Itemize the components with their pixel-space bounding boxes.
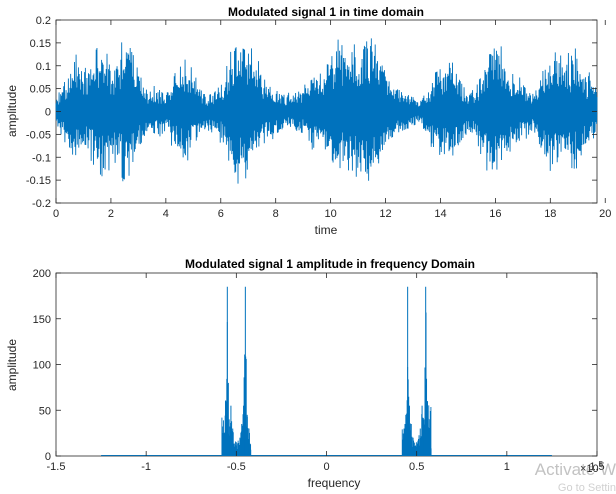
spectrum-bands xyxy=(221,312,432,456)
x-tick-label: 1 xyxy=(504,461,510,473)
chart1-ylabel: amplitude xyxy=(5,85,19,137)
y-tick-label: 100 xyxy=(33,360,51,372)
x-tick-label: 16 xyxy=(489,208,501,220)
x-tick-label: -0.5 xyxy=(227,461,246,473)
x-tick-label: 0 xyxy=(53,208,59,220)
activate-windows-watermark: Activate W xyxy=(534,460,616,479)
y-tick-label: 0.15 xyxy=(30,38,51,50)
chart1-signal-line xyxy=(55,38,598,184)
chart2-title: Modulated signal 1 amplitude in frequenc… xyxy=(185,257,475,271)
y-tick-label: 0.2 xyxy=(36,15,51,27)
chart1-y-ticks: -0.2 -0.15 -0.1 -0.05 0 0.05 0.1 0.15 0.2 xyxy=(26,15,597,210)
chart1-title: Modulated signal 1 in time domain xyxy=(228,5,424,19)
y-tick-label: 0 xyxy=(45,107,51,119)
chart1-xlabel: time xyxy=(315,223,338,237)
x-tick-label: 1.5 xyxy=(589,461,604,473)
x-tick-label: 14 xyxy=(434,208,446,220)
y-tick-label: -0.15 xyxy=(26,175,51,187)
frequency-domain-chart: Modulated signal 1 amplitude in frequenc… xyxy=(5,257,605,490)
x-tick-label: 6 xyxy=(218,208,224,220)
x-tick-label: 20 xyxy=(599,208,611,220)
chart2-x-ticks: -1.5 -1 -0.5 0 0.5 1 1.5 xyxy=(47,273,605,473)
y-tick-label: 200 xyxy=(33,268,51,280)
chart2-y-ticks: 0 50 100 150 200 xyxy=(33,268,597,463)
chart2-ylabel: amplitude xyxy=(5,339,19,391)
y-tick-label: 0.1 xyxy=(36,61,51,73)
y-tick-label: -0.05 xyxy=(26,129,51,141)
x-tick-label: 2 xyxy=(108,208,114,220)
chart2-plot-area xyxy=(55,272,598,457)
x-tick-label: 0 xyxy=(323,461,329,473)
signal-1-trace xyxy=(55,38,598,184)
x-tick-label: 8 xyxy=(273,208,279,220)
x-tick-label: 0.5 xyxy=(409,461,424,473)
y-tick-label: 150 xyxy=(33,314,51,326)
y-tick-label: 0.05 xyxy=(30,84,51,96)
activate-windows-watermark-sub: Go to Settin xyxy=(557,482,616,494)
chart1-x-ticks: 0 2 4 6 8 10 12 14 16 18 20 xyxy=(53,20,611,220)
x-tick-label: -1.5 xyxy=(47,461,66,473)
x-tick-label: 4 xyxy=(163,208,169,220)
x-tick-label: 18 xyxy=(544,208,556,220)
y-tick-label: -0.2 xyxy=(32,198,51,210)
chart2-x-multiplier: ×105 xyxy=(580,460,604,475)
x-tick-label: 12 xyxy=(379,208,391,220)
x-tick-label: -1 xyxy=(141,461,151,473)
time-domain-chart: Modulated signal 1 in time domain 0 2 4 6 8 1… xyxy=(5,5,611,237)
y-tick-label: 50 xyxy=(39,405,51,417)
y-tick-label: -0.1 xyxy=(32,152,51,164)
x-tick-label: 10 xyxy=(324,208,336,220)
y-tick-label: 0 xyxy=(45,451,51,463)
chart2-xlabel: frequency xyxy=(308,476,361,490)
